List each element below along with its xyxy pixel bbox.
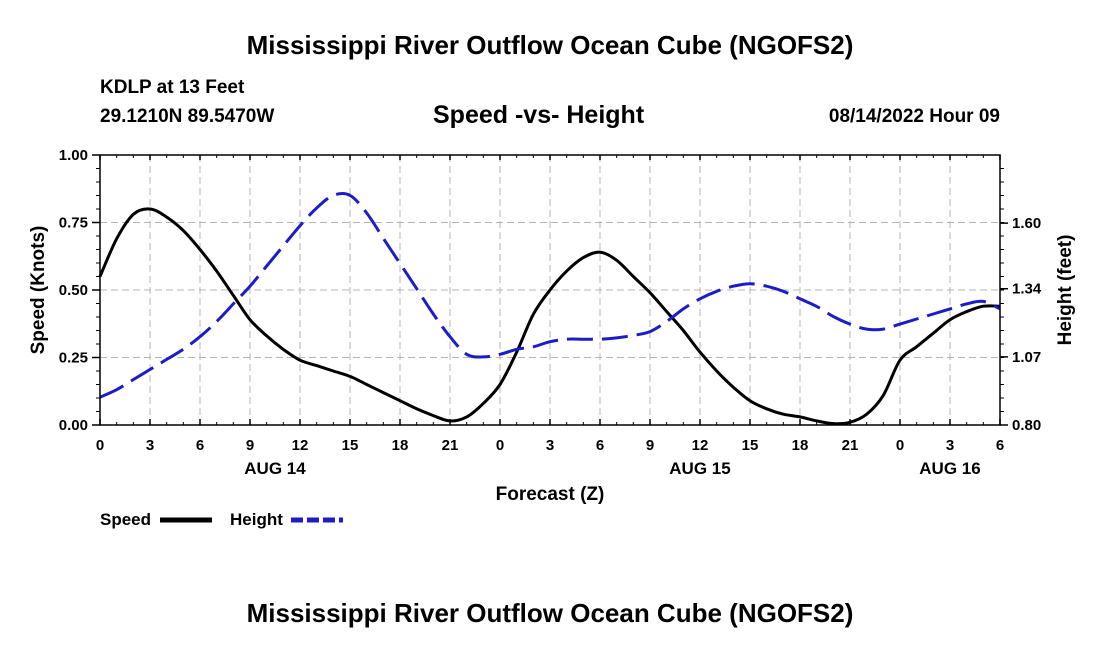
x-tick-label: 0: [96, 437, 104, 454]
y-tick-label: 0.25: [59, 350, 88, 367]
x-tick-label: 21: [842, 437, 859, 454]
y-axis-label: Speed (Knots): [28, 226, 49, 355]
x-tick-label: 0: [496, 437, 504, 454]
legend-label-height: Height: [230, 510, 283, 529]
forecast-date: 08/14/2022 Hour 09: [828, 106, 1000, 127]
x-tick-label: 15: [342, 437, 359, 454]
y2-tick-label: 0.80: [1012, 417, 1041, 434]
y-tick-label: 1.00: [59, 147, 88, 164]
x-tick-label: 12: [292, 437, 309, 454]
main-title: Mississippi River Outflow Ocean Cube (NG…: [246, 30, 854, 60]
y2-tick-label: 1.60: [1012, 215, 1041, 232]
repeat-title: Mississippi River Outflow Ocean Cube (NG…: [246, 598, 854, 628]
x-tick-label: 18: [392, 437, 409, 454]
y2-tick-label: 1.07: [1012, 349, 1041, 366]
x-tick-label: 9: [246, 437, 254, 454]
x-tick-label: 18: [792, 437, 809, 454]
axis-layer: 0 3 6 9 12 15 18 21 0 3 6 9 12 15 18 21 0 3 6 AUG 14 AUG 15 A…: [59, 147, 1042, 478]
x-tick-label: 3: [146, 437, 154, 454]
x-tick-label: 3: [946, 437, 954, 454]
grid-layer: [100, 155, 1000, 425]
day-label: AUG 16: [919, 459, 980, 478]
y2-tick-label: 1.34: [1012, 281, 1042, 298]
legend: Speed Height: [100, 510, 343, 529]
y-tick-label: 0.75: [59, 215, 88, 232]
chart-title: Speed -vs- Height: [433, 101, 645, 129]
x-tick-label: 0: [896, 437, 904, 454]
day-label: AUG 14: [244, 459, 306, 478]
x-tick-label: 9: [646, 437, 654, 454]
x-tick-label: 6: [196, 437, 204, 454]
x-tick-label: 15: [742, 437, 759, 454]
day-label: AUG 15: [669, 459, 730, 478]
x-tick-label: 21: [442, 437, 459, 454]
series-line-height: [99, 191, 1001, 399]
x-tick-label: 3: [546, 437, 554, 454]
station-name: KDLP at 13 Feet: [100, 77, 245, 98]
y-tick-label: 0.50: [59, 282, 88, 299]
x-tick-label: 6: [996, 437, 1004, 454]
y2-axis-label: Height (feet): [1055, 235, 1076, 346]
x-tick-label: 12: [692, 437, 709, 454]
station-coordinates: 29.1210N 89.5470W: [100, 106, 275, 127]
x-tick-label: 6: [596, 437, 604, 454]
y-tick-label: 0.00: [59, 417, 88, 434]
legend-label-speed: Speed: [100, 510, 151, 529]
x-axis-label: Forecast (Z): [496, 484, 605, 505]
